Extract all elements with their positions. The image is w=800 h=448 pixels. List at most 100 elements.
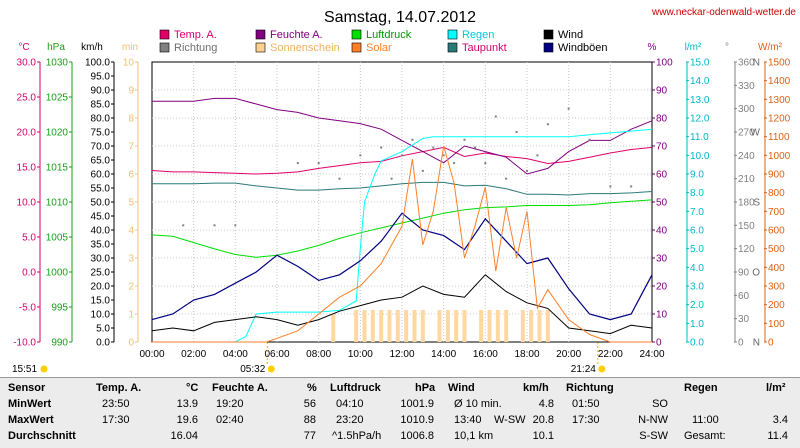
compass-label: S [753, 198, 760, 209]
axis-tick-label: 50.0 [91, 198, 111, 209]
series-richtung-point [473, 146, 476, 149]
series-richtung-point [526, 169, 528, 172]
pressure-min-time: 04:10 [336, 398, 364, 410]
axis-tick-label: 1.0 [690, 319, 704, 330]
humidity-avg: 77 [303, 430, 316, 442]
axis-tick-label: 14.0 [690, 76, 710, 87]
wind-header: Wind [448, 382, 475, 394]
direction-max-time: 17:30 [572, 414, 600, 426]
humidity-min-time: 19:20 [216, 398, 244, 410]
axis-tick-label: 1025 [46, 93, 69, 104]
axis-tick-label: 330 [738, 81, 755, 92]
x-tick-label: 24:00 [639, 349, 664, 360]
series-richtung-point [296, 162, 299, 165]
axis-tick-label: 240 [738, 151, 755, 162]
axis-tick-label: 800 [768, 188, 785, 199]
axis-tick-label: 0 [738, 338, 744, 349]
axis-tick-label: 80.0 [91, 114, 111, 125]
legend-swatch [159, 29, 170, 40]
axis-tick-label: 40.0 [91, 226, 111, 237]
series-wind-line [151, 274, 653, 335]
moonrise-label: 15:51 [12, 364, 37, 375]
sunshine-bar [370, 310, 375, 342]
axis-tick-label: 15.0 [690, 58, 710, 69]
legend-swatch [159, 42, 170, 53]
chart-title: Samstag, 14.07.2012 [324, 9, 476, 26]
legend-swatch [351, 29, 362, 40]
x-tick-label: 02:00 [181, 349, 206, 360]
axis-tick-label: 210 [738, 174, 755, 185]
site-link[interactable]: www.neckar-odenwald-wetter.de [651, 7, 796, 18]
x-tick-label: 16:00 [473, 349, 498, 360]
legend-label: Feuchte A. [270, 29, 323, 41]
series-richtung-point [380, 146, 383, 149]
axis-header: l/m² [685, 42, 702, 53]
direction-max: N-NW [638, 414, 668, 426]
row-label-avg: Durchschnitt [8, 430, 76, 442]
axis-tick-label: 75.0 [91, 128, 111, 139]
axis-tick-label: 10.0 [690, 151, 710, 162]
wind-max-time: 13:40 [454, 414, 482, 426]
axis-tick-label: 3 [128, 254, 134, 265]
humidity-unit: % [307, 382, 317, 394]
chart-legend: Temp. A. Feuchte A. Luftdruck Regen Wind Rich… [159, 29, 608, 54]
axis-tick-label: 50 [656, 198, 668, 209]
series-richtung-point [536, 154, 539, 157]
sunshine-bar [487, 310, 492, 342]
axis-tick-label: 4 [128, 226, 134, 237]
sunshine-bar [331, 314, 336, 342]
sunshine-bar [462, 310, 467, 342]
series-regen-line [152, 128, 653, 343]
pressure-max: 1010.9 [400, 414, 434, 426]
legend-swatch [447, 42, 458, 53]
axis-tick-label: 3.0 [690, 282, 704, 293]
sunshine-bar [520, 310, 525, 342]
legend-label: Solar [366, 42, 392, 54]
compass-label: O [752, 268, 760, 279]
axis-tick-label: 9.0 [690, 170, 704, 181]
series-taupunkt-line [152, 181, 653, 196]
axis-tick-label: 60 [738, 291, 750, 302]
axis-tick-label: 95.0 [91, 72, 111, 83]
axis-tick-label: 0.0 [22, 268, 36, 279]
legend-label: Wind [558, 29, 583, 41]
legend-label: Sonnenschein [270, 42, 340, 54]
axis-tick-label: 1500 [768, 58, 791, 69]
axis-tick-label: 1300 [768, 95, 791, 106]
axis-tick-label: 25.0 [17, 93, 37, 104]
axis-tick-label: 35.0 [91, 240, 111, 251]
axis-tick-label: 15.0 [17, 163, 37, 174]
axis-tick-label: 70.0 [91, 142, 111, 153]
axis-tick-label: 0 [656, 338, 662, 349]
series-richtung-point [494, 115, 497, 118]
axis-tick-label: 900 [768, 170, 785, 181]
row-label-min: MinWert [8, 398, 52, 410]
rain-header: Regen [684, 382, 718, 394]
axis-tick-label: 600 [768, 226, 785, 237]
axis-tick-label: 0.0 [690, 338, 704, 349]
axis-tick-label: 70 [656, 142, 668, 153]
axis-tick-label: 1010 [46, 198, 69, 209]
axis-header: ° [725, 42, 729, 53]
axis-tick-label: 1200 [768, 114, 791, 125]
series-richtung-point [213, 224, 216, 227]
axis-tick-label: 2.0 [690, 300, 704, 311]
series-richtung-point [463, 138, 466, 141]
sunshine-bar [395, 310, 400, 342]
axis-tick-label: 80 [656, 114, 668, 125]
wind-max: 20.8 [532, 414, 554, 426]
wind-avg: 10.1 [532, 430, 554, 442]
temp-max: 19.6 [176, 414, 198, 426]
axis-tick-label: 5.0 [22, 233, 36, 244]
sunshine-bar [545, 310, 550, 342]
axis-tick-label: 1400 [768, 76, 791, 87]
sunshine-bar [362, 310, 367, 342]
axis-tick-label: 700 [768, 207, 785, 218]
series-richtung-point [390, 177, 393, 180]
axis-tick-label: 7.0 [690, 207, 704, 218]
sunshine-bar [495, 310, 500, 342]
plot-area [151, 61, 653, 343]
axis-tick-label: 90 [656, 86, 668, 97]
axis-tick-label: 1020 [46, 128, 69, 139]
axis-header: hPa [47, 42, 65, 53]
